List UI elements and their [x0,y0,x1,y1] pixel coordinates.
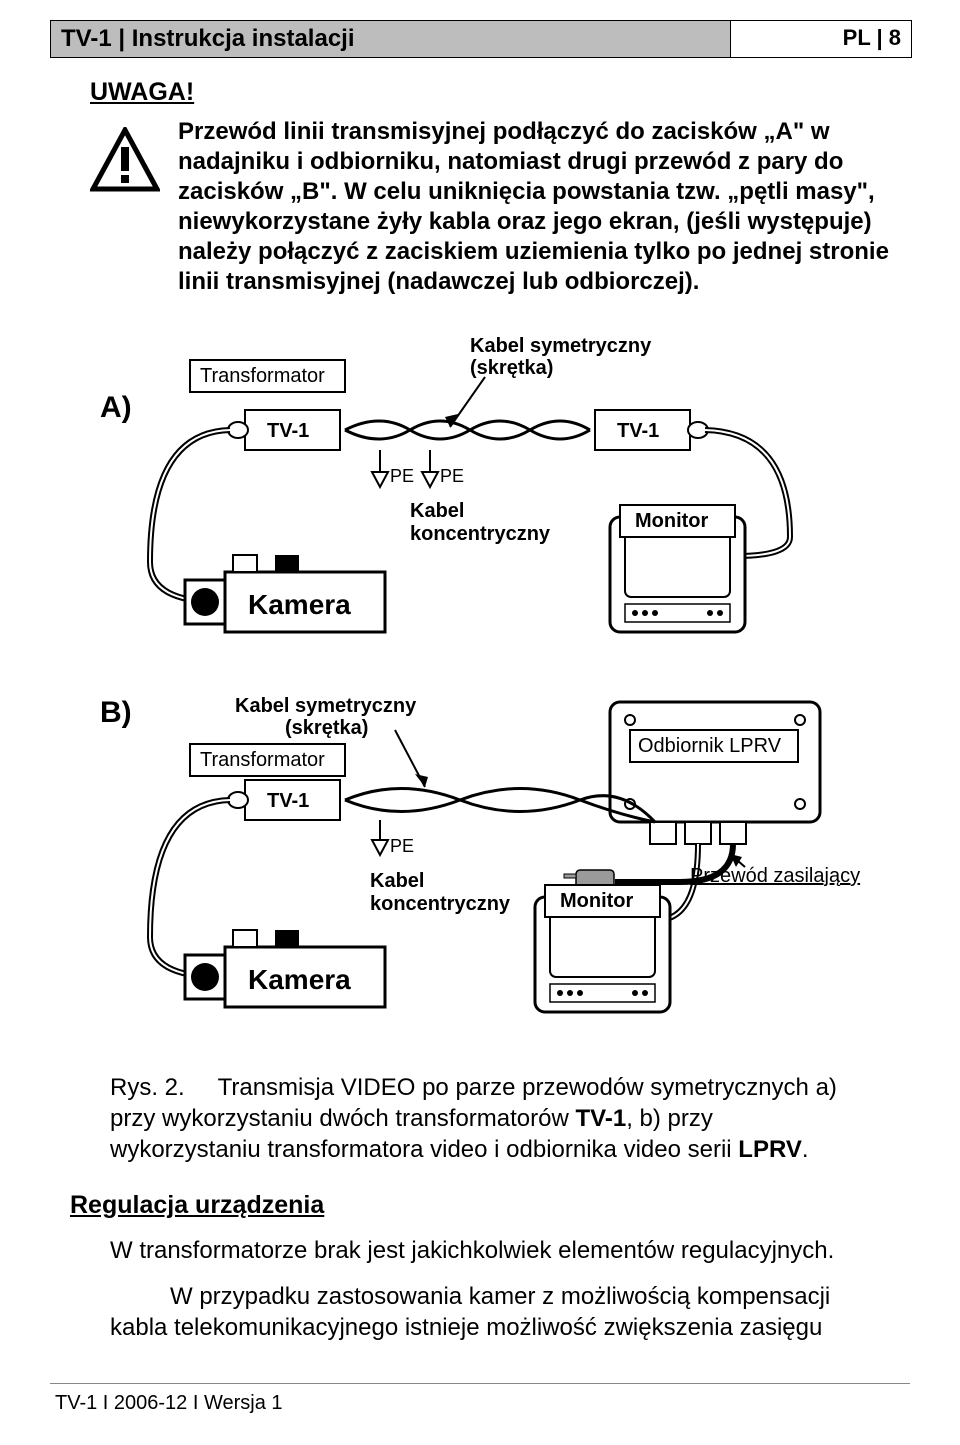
footer-divider [50,1383,910,1384]
diagram-a-marker: A) [100,391,132,424]
label-kabelsym-a1: Kabel symetryczny [470,335,652,357]
diagram-b-marker: B) [100,696,132,729]
caption-bold-2: LPRV [738,1136,802,1163]
label-pe-a-left: PE [390,466,414,486]
label-tv1-b: TV-1 [267,790,309,812]
label-kabelkonc-a1: Kabel [410,500,464,522]
label-kamera-b: Kamera [248,964,351,995]
label-pe-a-right: PE [440,466,464,486]
label-monitor-b: Monitor [560,890,634,912]
label-kabelkonc-b2: koncentryczny [370,893,511,915]
label-monitor-a: Monitor [635,510,709,532]
label-kamera-a: Kamera [248,589,351,620]
diagram-b: B) Kabel symetryczny (skrętka) Transform… [90,682,870,1047]
header-page-num: PL | 8 [730,21,911,57]
caption-bold-1: TV-1 [576,1105,627,1132]
warning-triangle-icon [90,127,160,197]
footer-text: TV-1 I 2006-12 I Wersja 1 [55,1392,910,1415]
label-kabelkonc-b1: Kabel [370,870,424,892]
label-kabelkonc-a2: koncentryczny [410,523,551,545]
warning-text: Przewód linii transmisyjnej podłączyć do… [178,117,890,297]
label-odbiornik-b: Odbiornik LPRV [638,735,782,757]
section-para-1: W transformatorze brak jest jakichkolwie… [110,1235,880,1266]
label-transformator-b: Transformator [200,749,325,771]
label-kabelsym-b1: Kabel symetryczny [235,695,417,717]
header-title: TV-1 | Instrukcja instalacji [51,21,730,57]
warning-block: Przewód linii transmisyjnej podłączyć do… [90,117,890,297]
label-tv1-a-left: TV-1 [267,420,309,442]
label-kabelsym-a2: (skrętka) [470,357,553,379]
label-przewod-zas-b: Przewód zasilający [690,865,860,887]
caption-text-1: Transmisja VIDEO po parze przewodów syme… [110,1074,837,1132]
caption-fig-label: Rys. 2. [110,1074,185,1101]
caption-text-3: . [802,1136,809,1163]
label-pe-b: PE [390,836,414,856]
label-kabelsym-b2: (skrętka) [285,717,368,739]
diagram-a: A) Transformator Kabel symetryczny (skrę… [90,322,870,657]
page-header: TV-1 | Instrukcja instalacji PL | 8 [50,20,912,58]
section-para-2: W przypadku zastosowania kamer z możliwo… [110,1281,880,1343]
figure-caption: Rys. 2. Transmisja VIDEO po parze przewo… [110,1072,870,1166]
section-heading: Regulacja urządzenia [70,1191,910,1220]
attention-heading: UWAGA! [90,78,910,107]
label-transformator-a: Transformator [200,365,325,387]
label-tv1-a-right: TV-1 [617,420,659,442]
